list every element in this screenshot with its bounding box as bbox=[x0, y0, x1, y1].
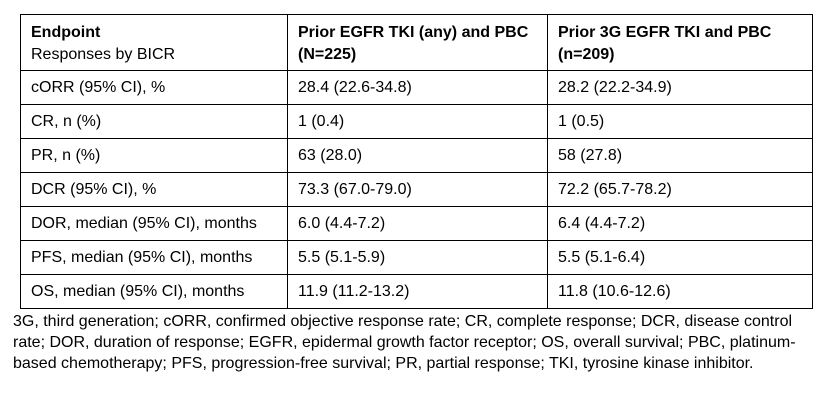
abbreviations-footnote: 3G, third generation; cORR, confirmed ob… bbox=[13, 313, 796, 372]
table-row-os: OS, median (95% CI), months 11.9 (11.2-1… bbox=[20, 274, 813, 309]
table-row-corr: cORR (95% CI), % 28.4 (22.6-34.8) 28.2 (… bbox=[20, 70, 813, 105]
header-endpoint-subtitle: Responses by BICR bbox=[31, 46, 176, 63]
value-cell: 1 (0.5) bbox=[547, 104, 813, 139]
value-cell: 63 (28.0) bbox=[287, 138, 548, 173]
value-cell: 58 (27.8) bbox=[547, 138, 813, 173]
value-cell: 11.8 (10.6-12.6) bbox=[547, 274, 813, 309]
value-cell: 6.4 (4.4-7.2) bbox=[547, 206, 813, 241]
endpoint-label: PFS, median (95% CI), months bbox=[20, 240, 288, 275]
table-row-dor: DOR, median (95% CI), months 6.0 (4.4-7.… bbox=[20, 206, 813, 241]
header-prior-3g-egfr-tki-pbc: Prior 3G EGFR TKI and PBC (n=209) bbox=[547, 14, 813, 71]
value-cell: 5.5 (5.1-6.4) bbox=[547, 240, 813, 275]
value-cell: 1 (0.4) bbox=[287, 104, 548, 139]
header-prior-3g-egfr-tki-pbc-title: Prior 3G EGFR TKI and PBC bbox=[558, 24, 772, 41]
results-table: Endpoint Responses by BICR Prior EGFR TK… bbox=[20, 14, 813, 309]
value-cell: 11.9 (11.2-13.2) bbox=[287, 274, 548, 309]
endpoint-label: DCR (95% CI), % bbox=[20, 172, 288, 207]
header-prior-egfr-tki-any-pbc-n: (N=225) bbox=[298, 46, 357, 63]
endpoint-label: DOR, median (95% CI), months bbox=[20, 206, 288, 241]
endpoint-label: CR, n (%) bbox=[20, 104, 288, 139]
header-prior-egfr-tki-any-pbc-title: Prior EGFR TKI (any) and PBC bbox=[298, 24, 529, 41]
header-endpoint: Endpoint Responses by BICR bbox=[20, 14, 288, 71]
endpoint-label: PR, n (%) bbox=[20, 138, 288, 173]
table-row-cr: CR, n (%) 1 (0.4) 1 (0.5) bbox=[20, 104, 813, 139]
endpoint-label: cORR (95% CI), % bbox=[20, 70, 288, 105]
value-cell: 73.3 (67.0-79.0) bbox=[287, 172, 548, 207]
table-row-dcr: DCR (95% CI), % 73.3 (67.0-79.0) 72.2 (6… bbox=[20, 172, 813, 207]
value-cell: 72.2 (65.7-78.2) bbox=[547, 172, 813, 207]
value-cell: 28.2 (22.2-34.9) bbox=[547, 70, 813, 105]
value-cell: 6.0 (4.4-7.2) bbox=[287, 206, 548, 241]
value-cell: 5.5 (5.1-5.9) bbox=[287, 240, 548, 275]
header-endpoint-title: Endpoint bbox=[31, 24, 101, 41]
table-row-pr: PR, n (%) 63 (28.0) 58 (27.8) bbox=[20, 138, 813, 173]
endpoint-label: OS, median (95% CI), months bbox=[20, 274, 288, 309]
table-header-row: Endpoint Responses by BICR Prior EGFR TK… bbox=[20, 14, 813, 71]
header-prior-3g-egfr-tki-pbc-n: (n=209) bbox=[558, 46, 615, 63]
table-row-pfs: PFS, median (95% CI), months 5.5 (5.1-5.… bbox=[20, 240, 813, 275]
header-prior-egfr-tki-any-pbc: Prior EGFR TKI (any) and PBC (N=225) bbox=[287, 14, 548, 71]
value-cell: 28.4 (22.6-34.8) bbox=[287, 70, 548, 105]
